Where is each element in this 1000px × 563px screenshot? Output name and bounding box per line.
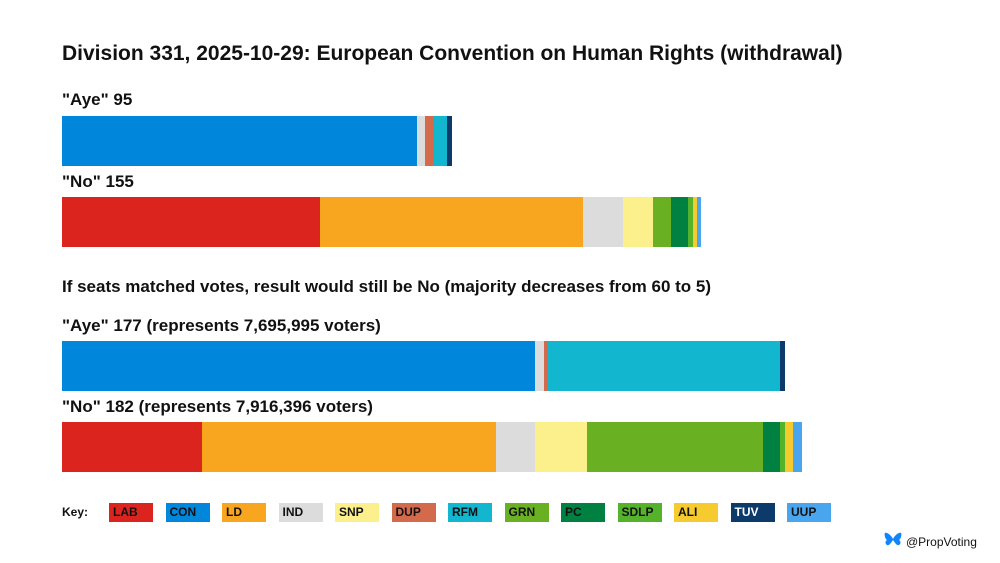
bar-no-actual bbox=[62, 197, 702, 247]
legend-item-rfm: RFM bbox=[448, 503, 492, 522]
butterfly-icon bbox=[884, 532, 902, 551]
bar-segment-sdlp bbox=[780, 422, 785, 472]
bar-aye-proportional bbox=[62, 341, 785, 391]
legend-item-dup: DUP bbox=[391, 503, 436, 522]
bar-aye-actual bbox=[62, 116, 452, 166]
bar-segment-ind bbox=[416, 116, 426, 166]
bar-segment-uup bbox=[696, 197, 702, 247]
bar-segment-con bbox=[62, 116, 417, 166]
legend-item-pc: PC bbox=[561, 503, 605, 522]
bar-segment-tuv bbox=[447, 116, 452, 166]
bar-segment-rfm bbox=[434, 116, 448, 166]
bar-segment-ind bbox=[583, 197, 623, 247]
legend-item-lab: LAB bbox=[109, 503, 153, 522]
bar-segment-pc bbox=[670, 197, 689, 247]
bar-segment-dup bbox=[425, 116, 435, 166]
legend-item-uup: UUP bbox=[787, 503, 831, 522]
bar-segment-rfm bbox=[548, 341, 781, 391]
credit: @PropVoting bbox=[884, 532, 977, 551]
legend-item-ind: IND bbox=[278, 503, 323, 522]
legend-item-ali: ALI bbox=[674, 503, 718, 522]
legend-item-con: CON bbox=[165, 503, 210, 522]
credit-handle: @PropVoting bbox=[906, 534, 977, 549]
bar-segment-grn bbox=[653, 197, 671, 247]
bar-segment-snp bbox=[622, 197, 654, 247]
bar-segment-dup bbox=[543, 341, 549, 391]
bar-label-aye-actual: "Aye" 95 bbox=[62, 90, 133, 109]
chart-subtitle: If seats matched votes, result would sti… bbox=[62, 277, 712, 296]
bar-segment-ali bbox=[784, 422, 794, 472]
bar-segment-ind bbox=[495, 422, 535, 472]
bar-segment-grn bbox=[587, 422, 763, 472]
legend-item-snp: SNP bbox=[335, 503, 379, 522]
bar-segment-pc bbox=[762, 422, 781, 472]
bar-segment-ind bbox=[534, 341, 544, 391]
bar-label-aye-proportional: "Aye" 177 (represents 7,695,995 voters) bbox=[62, 316, 381, 335]
legend-item-sdlp: SDLP bbox=[617, 503, 662, 522]
legend-item-grn: GRN bbox=[504, 503, 549, 522]
bar-segment-lab bbox=[62, 422, 203, 472]
legend-key-label: Key: bbox=[62, 505, 89, 519]
bar-segment-ld bbox=[202, 422, 496, 472]
bar-segment-uup bbox=[793, 422, 803, 472]
bar-label-no-proportional: "No" 182 (represents 7,916,396 voters) bbox=[62, 397, 373, 416]
bar-segment-ali bbox=[692, 197, 697, 247]
bar-segment-snp bbox=[534, 422, 588, 472]
bar-no-proportional bbox=[62, 422, 803, 472]
bar-label-no-actual: "No" 155 bbox=[62, 172, 134, 191]
chart-title: Division 331, 2025-10-29: European Conve… bbox=[62, 42, 843, 65]
bar-segment-tuv bbox=[780, 341, 785, 391]
legend-item-ld: LD bbox=[222, 503, 266, 522]
bar-segment-ld bbox=[320, 197, 584, 247]
legend-item-tuv: TUV bbox=[730, 503, 775, 522]
bar-segment-sdlp bbox=[688, 197, 693, 247]
bar-segment-lab bbox=[62, 197, 321, 247]
bar-segment-con bbox=[62, 341, 535, 391]
